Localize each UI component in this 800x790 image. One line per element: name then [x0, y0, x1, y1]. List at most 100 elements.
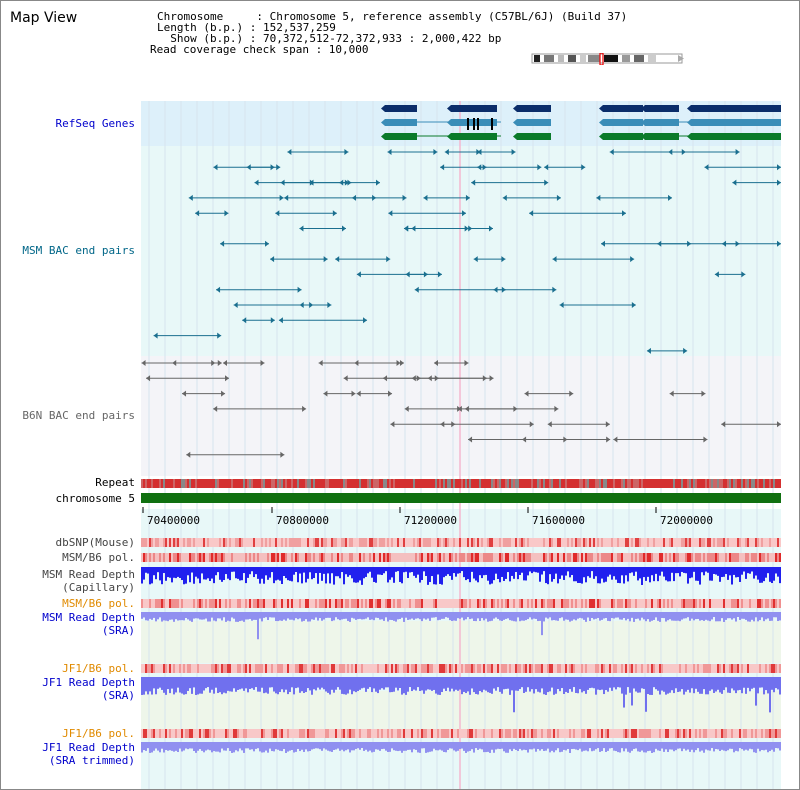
heat-cell [499, 664, 501, 673]
depth-bar [191, 567, 193, 573]
depth-bar [387, 567, 389, 583]
heat-cell [247, 553, 249, 562]
heat-cell [299, 599, 301, 608]
heat-cell [603, 538, 605, 547]
depth-bar [511, 677, 513, 691]
heat-cell [191, 538, 193, 547]
repeat-segment [315, 479, 317, 488]
depth-bar [195, 567, 197, 577]
b6n-bac-label[interactable]: B6N BAC end pairs [22, 409, 135, 422]
repeat-segment [195, 479, 197, 488]
heat-cell [591, 729, 593, 738]
heat-cell [405, 538, 407, 547]
depth-bar [199, 567, 201, 584]
depth-bar [657, 612, 659, 621]
heat-cell [527, 664, 529, 673]
heat-cell [463, 538, 465, 547]
dbsnp-label[interactable]: dbSNP(Mouse) [55, 536, 135, 549]
depth-bar [447, 567, 449, 575]
heat-cell [645, 538, 647, 547]
heat-cell [229, 729, 231, 738]
heat-cell [149, 729, 151, 738]
heat-cell [197, 729, 199, 738]
repeat-segment [675, 479, 677, 488]
heat-cell [249, 553, 251, 562]
depth-bar [647, 612, 649, 620]
depth-bar [451, 677, 453, 689]
heat-cell [511, 729, 513, 738]
depth-bar [709, 677, 711, 691]
heat-cell [439, 538, 441, 547]
jf1-b6-pol-label[interactable]: JF1/B6 pol. [62, 662, 135, 675]
repeat-segment [717, 479, 719, 488]
bac-end-arrow [221, 390, 226, 397]
msm-b6-pol-sra-label[interactable]: MSM/B6 pol. [62, 597, 135, 610]
bac-end-arrow [211, 360, 216, 366]
depth-bar [313, 677, 315, 690]
depth-bar [585, 567, 587, 583]
heat-cell [283, 538, 285, 547]
depth-bar [755, 677, 757, 706]
depth-bar [147, 612, 149, 621]
heat-cell [471, 538, 473, 547]
refseq-gene-arrow [513, 105, 517, 112]
heat-cell [735, 664, 737, 673]
depth-bar [329, 567, 331, 584]
msm-depth-sra-label[interactable]: MSM Read Depth (SRA) [42, 611, 135, 637]
repeat-segment [501, 479, 503, 488]
heat-cell [485, 599, 487, 608]
depth-bar [559, 612, 561, 619]
heat-cell [233, 538, 235, 547]
depth-bar [507, 742, 509, 753]
heat-cell [653, 729, 655, 738]
depth-bar [215, 677, 217, 688]
bac-end-arrow [402, 194, 407, 201]
depth-bar [437, 742, 439, 751]
depth-bar [601, 742, 603, 752]
heat-cell [495, 538, 497, 547]
heat-cell [273, 538, 275, 547]
heat-cell [597, 553, 599, 562]
msm-depth-capillary-label[interactable]: MSM Read Depth (Capillary) [42, 568, 135, 594]
depth-bar [775, 742, 777, 749]
depth-bar [203, 567, 205, 580]
heat-cell [507, 599, 509, 608]
refseq-genes-label[interactable]: RefSeq Genes [55, 117, 135, 130]
depth-bar [607, 567, 609, 577]
heat-cell [679, 553, 681, 562]
depth-bar [501, 742, 503, 749]
depth-bar [627, 677, 629, 688]
depth-bar [597, 742, 599, 749]
depth-bar [375, 677, 377, 692]
depth-bar [489, 612, 491, 622]
heat-cell [195, 729, 197, 738]
heat-cell [375, 664, 377, 673]
bac-end-arrow [502, 194, 507, 201]
jf1-b6-pol-trim-label[interactable]: JF1/B6 pol. [62, 727, 135, 740]
depth-bar [143, 677, 145, 695]
depth-bar [165, 612, 167, 621]
msm-b6-pol-label[interactable]: MSM/B6 pol. [62, 551, 135, 564]
heat-cell [765, 664, 767, 673]
depth-bar [563, 742, 565, 750]
jf1-depth-trim-label[interactable]: JF1 Read Depth (SRA trimmed) [42, 741, 135, 767]
heat-cell [145, 664, 147, 673]
heat-cell [151, 664, 153, 673]
heat-cell [327, 553, 329, 562]
heat-cell [201, 664, 203, 673]
chromosome-ideogram[interactable] [528, 53, 688, 65]
jf1-depth-sra-label[interactable]: JF1 Read Depth (SRA) [42, 676, 135, 702]
depth-bar [233, 567, 235, 572]
heat-cell [573, 599, 575, 608]
heat-cell [777, 599, 779, 608]
depth-bar [255, 742, 257, 749]
depth-bar [145, 567, 147, 573]
heat-cell [467, 538, 469, 547]
depth-bar [693, 742, 695, 753]
heat-cell [499, 553, 501, 562]
heat-cell [391, 538, 393, 547]
msm-bac-label[interactable]: MSM BAC end pairs [22, 244, 135, 257]
heat-cell [431, 599, 433, 608]
heat-cell [201, 538, 203, 547]
